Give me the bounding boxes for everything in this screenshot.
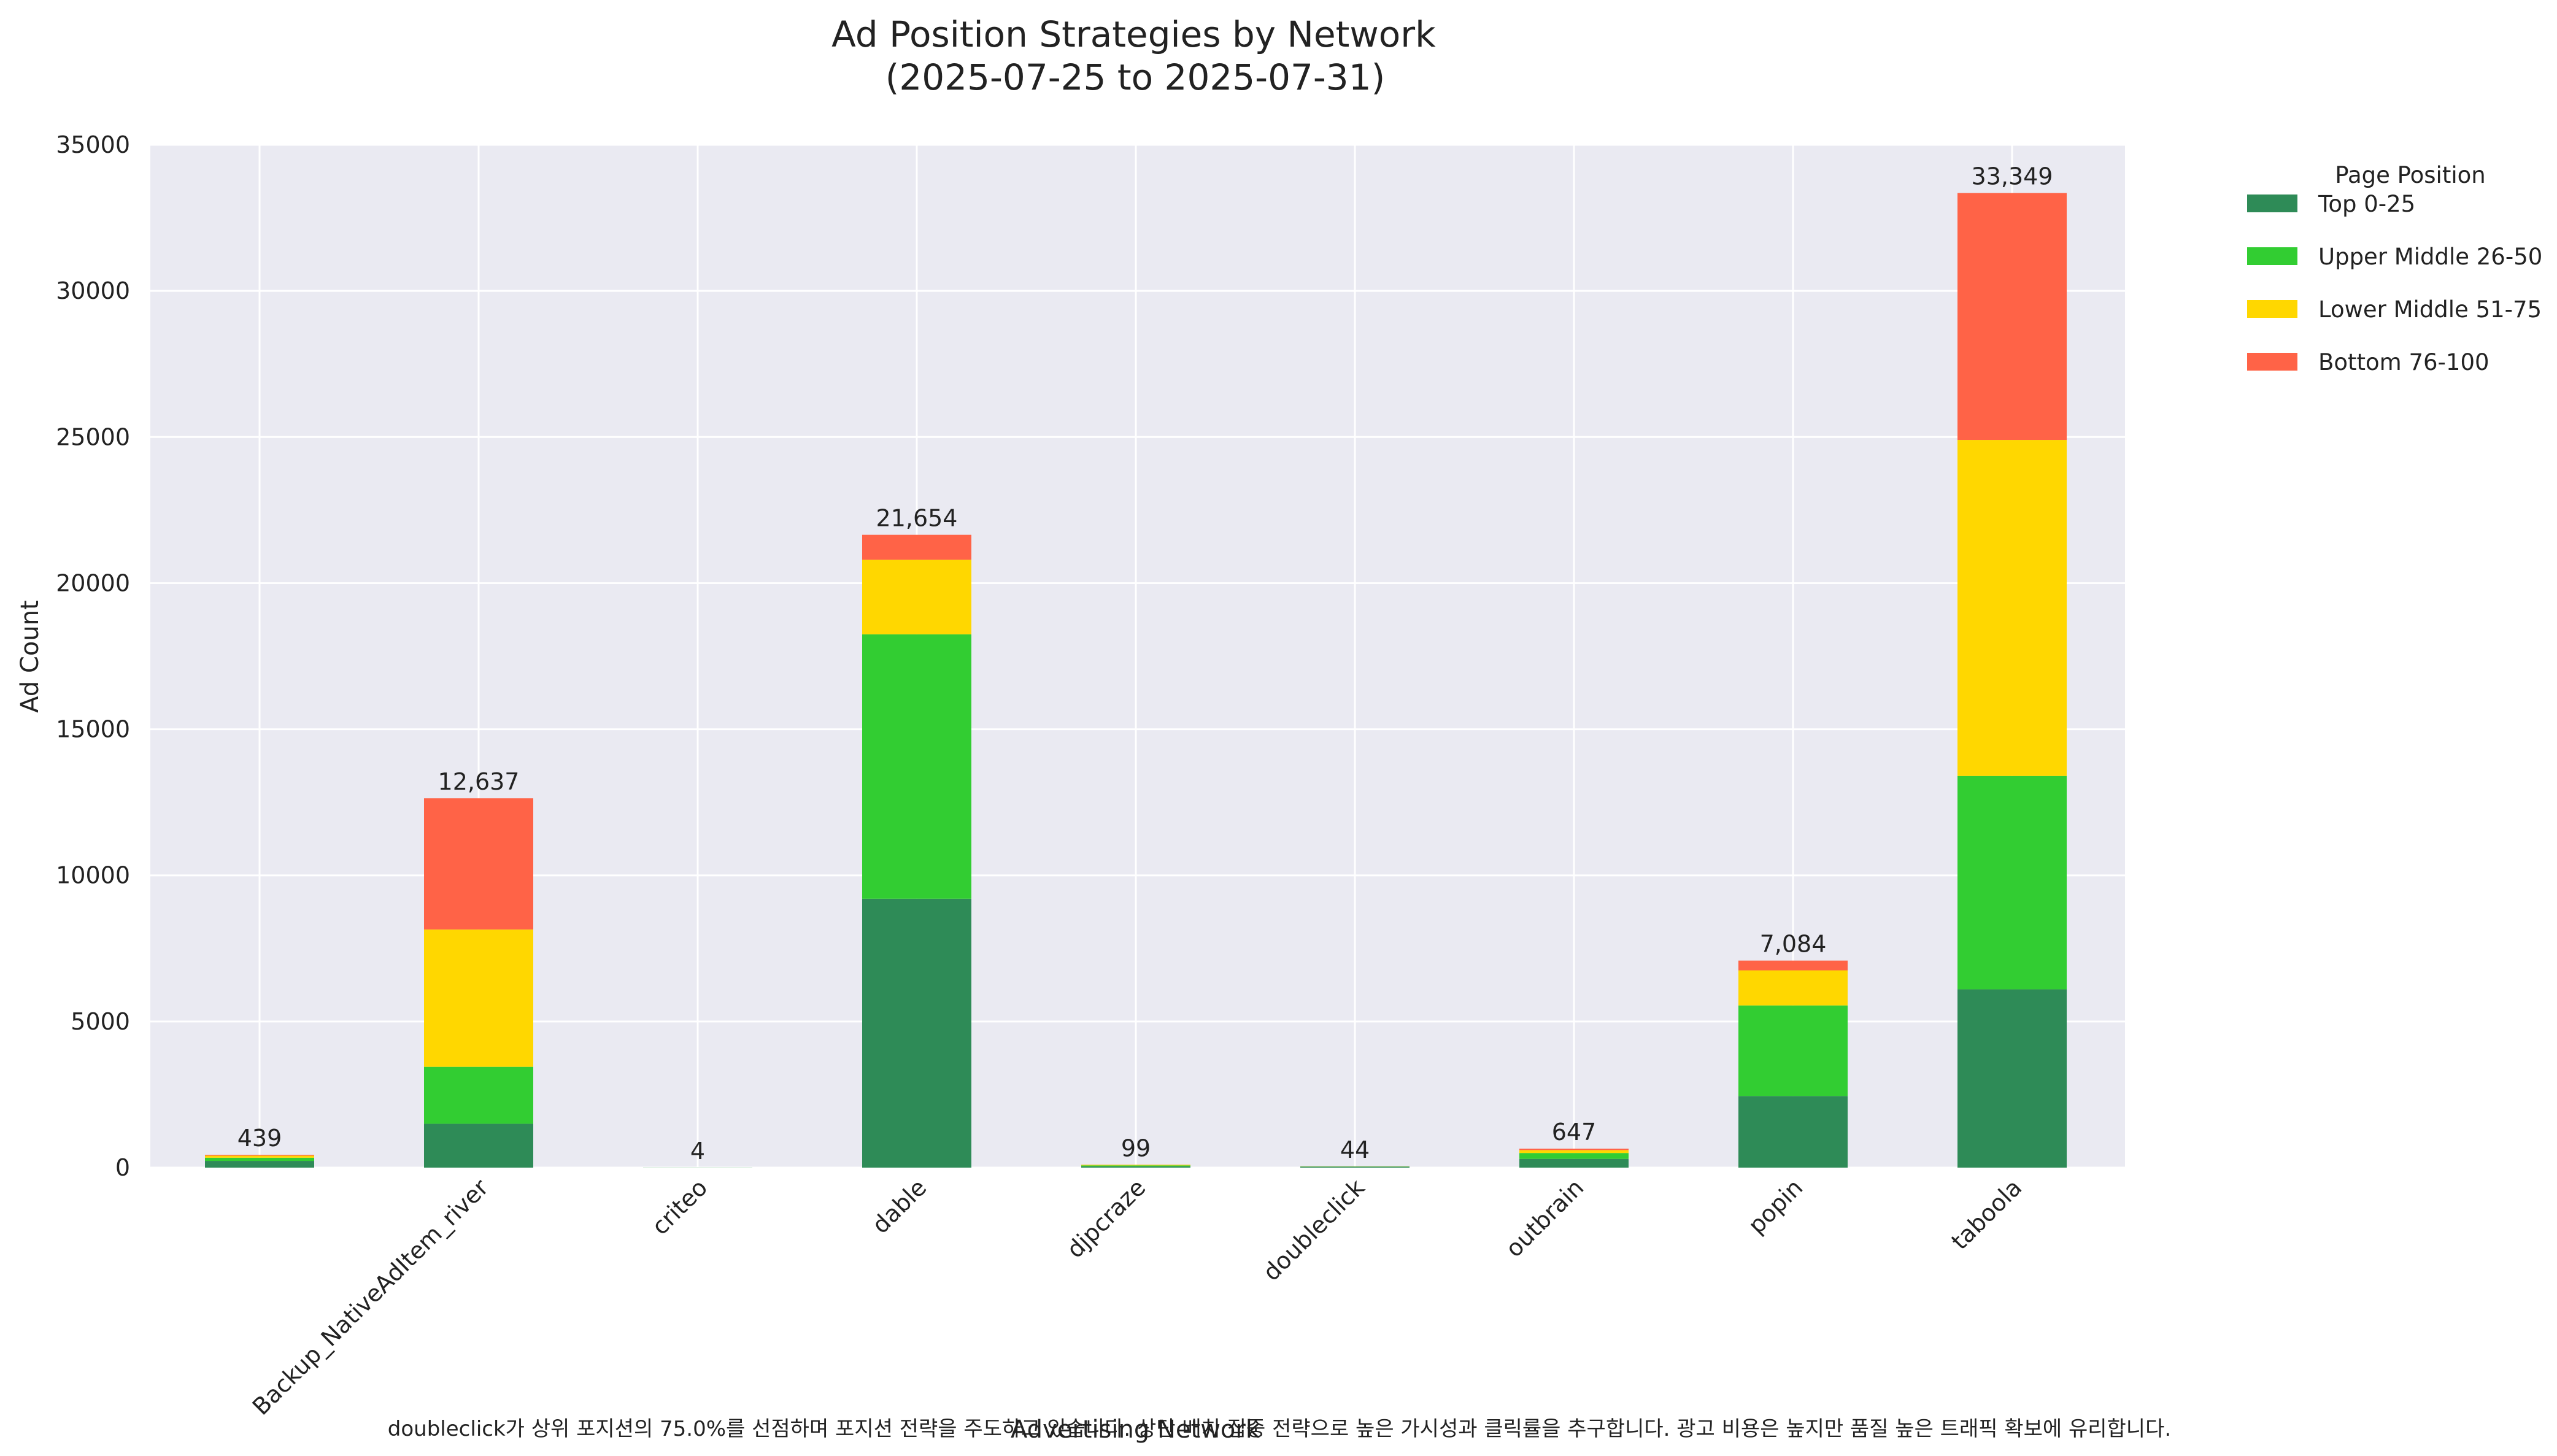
legend-entry-label: Upper Middle 26-50	[2318, 244, 2542, 270]
bar-total-label: 439	[237, 1125, 282, 1152]
y-tick-label: 20000	[56, 569, 130, 596]
bar-segment-2	[1081, 1165, 1190, 1167]
x-tick-label: outbrain	[1500, 1174, 1589, 1262]
x-tick-label: criteo	[646, 1174, 712, 1240]
y-tick-label: 10000	[56, 862, 130, 889]
y-tick-label: 30000	[56, 277, 130, 304]
y-tick-label: 15000	[56, 716, 130, 743]
summary-annotation: doubleclick가 상위 포지션의 75.0%를 선점하며 포지션 전략을…	[388, 1417, 2171, 1441]
bar-total-label: 33,349	[1972, 163, 2053, 190]
chart-title: Ad Position Strategies by Network (2025-…	[831, 13, 1439, 98]
bar-segment-4	[1519, 1149, 1629, 1150]
y-tick-label: 35000	[56, 131, 130, 158]
y-axis-ticks: 0 5000 10000 15000 20000 25000 30000 35000	[56, 131, 130, 1181]
y-tick-label: 5000	[71, 1008, 130, 1035]
bar-segment-4	[1957, 193, 2067, 441]
bar-segment-3	[1957, 440, 2067, 776]
bar-segment-1	[1738, 1096, 1848, 1168]
bar-segment-2	[862, 634, 971, 899]
x-axis-ticks: Backup_NativeAdItem_river criteo dable djpc…	[247, 1174, 2027, 1420]
y-tick-label: 0	[115, 1154, 130, 1181]
bar-segment-4	[862, 534, 971, 560]
x-axis-label: Advertising Network	[1011, 1416, 1260, 1444]
total-labels: 439 12,637 4 21,654 99 44 647 7,084 33,349	[237, 163, 2053, 1165]
bar-segment-2	[205, 1157, 314, 1161]
bar-total-label: 12,637	[438, 768, 520, 795]
bar-segment-1	[1081, 1166, 1190, 1168]
x-tick-label: djpcraze	[1062, 1174, 1151, 1263]
legend-swatch	[2247, 300, 2297, 318]
bar-segment-2	[1519, 1153, 1629, 1159]
bar-segment-1	[1957, 989, 2067, 1168]
legend-swatch	[2247, 353, 2297, 371]
bar-segment-1	[205, 1161, 314, 1168]
bar-segment-3	[1519, 1150, 1629, 1154]
bars	[205, 193, 2067, 1168]
legend-swatch	[2247, 247, 2297, 265]
legend-swatch	[2247, 195, 2297, 212]
bar-segment-1	[862, 898, 971, 1168]
bar-total-label: 44	[1340, 1136, 1370, 1163]
bar-segment-1	[424, 1123, 533, 1168]
x-tick-label: dable	[867, 1174, 932, 1239]
bar-total-label: 7,084	[1760, 931, 1827, 958]
legend-items: Top 0-25 Upper Middle 26-50 Lower Middle 5…	[2247, 191, 2542, 376]
bar-segment-4	[1738, 960, 1848, 971]
chart-title-line-2: (2025-07-25 to 2025-07-31)	[885, 56, 1386, 98]
x-tick-label: Backup_NativeAdItem_river	[247, 1174, 494, 1420]
x-tick-label: doubleclick	[1258, 1174, 1370, 1286]
bar-segment-3	[1738, 970, 1848, 1006]
legend-entry-label: Lower Middle 51-75	[2318, 296, 2542, 323]
y-axis-label: Ad Count	[16, 600, 44, 713]
bar-segment-3	[424, 929, 533, 1067]
bar-total-label: 4	[690, 1138, 705, 1165]
bar-segment-2	[1957, 776, 2067, 990]
legend-entry-label: Top 0-25	[2318, 191, 2415, 217]
chart-title-line-1: Ad Position Strategies by Network	[831, 13, 1436, 55]
legend: Page Position Top 0-25 Upper Middle 26-50…	[2247, 162, 2542, 376]
bar-segment-3	[205, 1155, 314, 1158]
bar-total-label: 647	[1552, 1119, 1597, 1146]
bar-segment-4	[424, 798, 533, 930]
x-tick-label: taboola	[1946, 1174, 2027, 1255]
bar-segment-1	[1300, 1166, 1410, 1168]
legend-entry-label: Bottom 76-100	[2318, 349, 2490, 376]
y-tick-label: 25000	[56, 423, 130, 450]
legend-title: Page Position	[2335, 162, 2485, 188]
bar-total-label: 21,654	[876, 505, 958, 532]
x-tick-label: popin	[1743, 1174, 1808, 1239]
bar-segment-1	[1519, 1158, 1629, 1168]
bar-total-label: 99	[1121, 1134, 1151, 1161]
bar-segment-2	[1738, 1005, 1848, 1096]
bar-segment-2	[424, 1066, 533, 1124]
bar-segment-3	[862, 560, 971, 634]
